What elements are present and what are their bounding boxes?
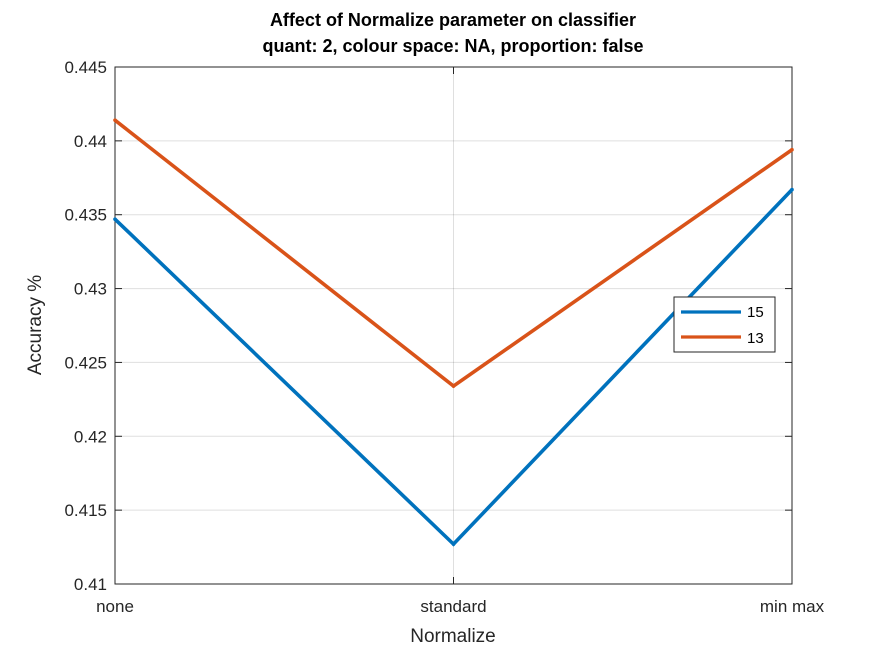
- data-point-15-none: [113, 217, 117, 221]
- x-tick-label-standard: standard: [420, 597, 486, 616]
- y-tick-label-0-415: 0.415: [64, 501, 107, 520]
- axis-ticks: 0.41 0.415 0.42 0.425 0.43 0.435 0.44 0.445 none…: [64, 58, 824, 616]
- data-point-15-min-max: [790, 187, 794, 192]
- chart-subtitle: quant: 2, colour space: NA, proportion: …: [262, 36, 643, 56]
- data-point-15-standard: [451, 542, 456, 546]
- x-tick-label-min-max: min max: [760, 597, 825, 616]
- y-tick-label-0-41: 0.41: [74, 575, 107, 594]
- legend-label-13: 13: [747, 330, 764, 347]
- x-tick-label-none: none: [96, 597, 134, 616]
- data-point-13-standard: [451, 384, 456, 388]
- y-tick-label-0-44: 0.44: [74, 132, 107, 151]
- y-tick-label-0-435: 0.435: [64, 206, 107, 225]
- y-tick-label-0-425: 0.425: [64, 353, 107, 372]
- chart-title: Affect of Normalize parameter on classif…: [270, 10, 636, 30]
- y-tick-label-0-42: 0.42: [74, 427, 107, 446]
- y-tick-label-0-445: 0.445: [64, 58, 107, 77]
- y-tick-label-0-43: 0.43: [74, 280, 107, 299]
- data-point-13-none: [113, 118, 117, 122]
- x-axis-label: Normalize: [410, 626, 496, 647]
- legend-label-15: 15: [747, 304, 764, 321]
- data-point-13-min-max: [790, 147, 794, 152]
- y-axis-label: Accuracy %: [25, 275, 46, 375]
- legend: 15 13: [673, 296, 776, 353]
- legend-box: [673, 296, 776, 353]
